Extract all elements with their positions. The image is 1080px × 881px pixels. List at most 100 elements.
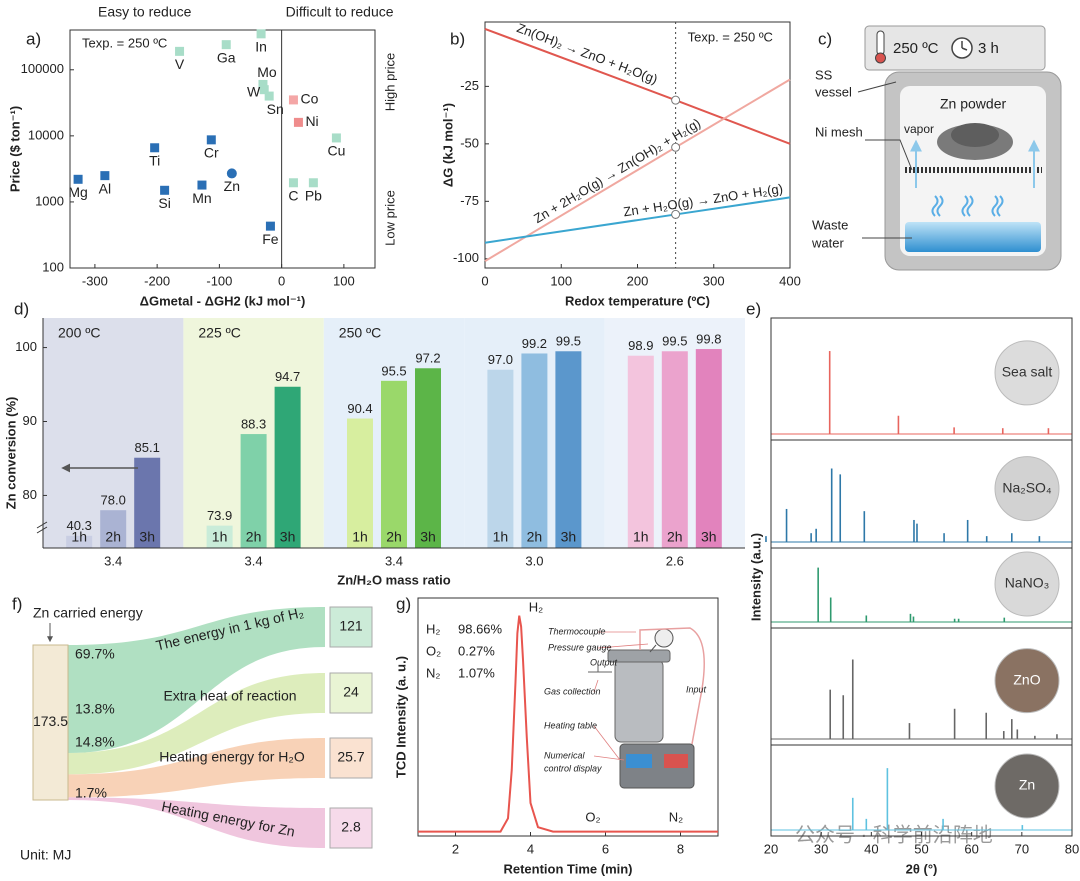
x-axis-label: Retention Time (min) xyxy=(503,861,632,876)
x-tick-label: -300 xyxy=(82,273,108,288)
value-label: 99.5 xyxy=(556,334,581,349)
annotation: Difficult to reduce xyxy=(286,4,394,20)
point-label: C xyxy=(288,187,298,203)
x-tick-label: 40 xyxy=(864,841,878,856)
x-tick-label: -100 xyxy=(206,273,232,288)
unit-label: Unit: MJ xyxy=(20,847,71,863)
value-label: 94.7 xyxy=(275,369,300,384)
point-label: Ga xyxy=(217,49,236,65)
vessel-label: SS xyxy=(815,67,833,82)
bar-label: 2h xyxy=(667,529,683,545)
x-tick-label: -200 xyxy=(144,273,170,288)
point-label: Cu xyxy=(327,143,345,159)
y-axis-label: Zn conversion (%) xyxy=(3,397,18,510)
bar xyxy=(66,535,93,548)
zn-powder xyxy=(951,123,999,147)
y-tick-label: -100 xyxy=(453,250,479,265)
clock-hands xyxy=(961,41,968,51)
bar-label: 3h xyxy=(280,529,296,545)
reactor-label: Pressure gauge xyxy=(548,642,612,652)
value-box xyxy=(329,807,373,849)
point-label: Al xyxy=(99,180,111,196)
x-tick-label: 0 xyxy=(481,273,488,288)
peak-label: H₂ xyxy=(529,599,543,614)
sample-image xyxy=(994,340,1060,406)
x-tick-label: 300 xyxy=(703,273,725,288)
bar-label: 3h xyxy=(139,529,155,545)
sample-image xyxy=(994,551,1060,617)
x-tick-label: 3.4 xyxy=(245,553,263,568)
x-tick-label: 70 xyxy=(1015,841,1029,856)
y-tick-label: -75 xyxy=(460,193,479,208)
vapor-wave xyxy=(931,195,1004,217)
reactor-label: Thermocouple xyxy=(548,626,606,636)
bar-label: 1h xyxy=(352,529,368,545)
bar xyxy=(240,434,267,548)
point-label: W xyxy=(247,83,261,99)
point xyxy=(100,171,110,181)
gauge-stem xyxy=(649,644,657,653)
value-label: 99.2 xyxy=(522,336,547,351)
thermometer-bulb xyxy=(875,52,886,64)
x-tick-label: 50 xyxy=(914,841,928,856)
x-tick-label: 100 xyxy=(550,273,572,288)
point xyxy=(256,29,266,39)
point-label: Pb xyxy=(305,187,322,203)
pointer xyxy=(593,725,621,761)
temperature-label: 200 ºC xyxy=(58,325,100,341)
point xyxy=(175,46,185,56)
reactor-label: Gas collection xyxy=(544,686,601,696)
reactor-label: Numerical xyxy=(544,750,586,760)
temperature-label: 250 ºC xyxy=(339,325,381,341)
series-label: Zn + H₂O(g) → ZnO + H₂(g) xyxy=(622,181,784,219)
point-label: Si xyxy=(158,195,170,211)
flow-label: Heating energy for H₂O xyxy=(159,749,305,765)
temperature: 250 ºC xyxy=(893,40,939,57)
thermometer xyxy=(876,30,885,56)
panel-label: d) xyxy=(14,299,29,318)
x-axis-label: 2θ (°) xyxy=(906,861,938,876)
annotation: Low price xyxy=(382,190,397,246)
control-display xyxy=(626,754,652,768)
pointer xyxy=(593,679,599,693)
x-tick-label: 2.6 xyxy=(666,553,684,568)
value-label: 98.9 xyxy=(628,338,653,353)
bar-label: 3h xyxy=(561,529,577,545)
series-line xyxy=(484,78,791,262)
annotation: Easy to reduce xyxy=(98,4,192,20)
point-label: Ti xyxy=(149,152,160,168)
point xyxy=(73,174,83,184)
point xyxy=(259,85,269,95)
reactor-label: Input xyxy=(686,684,707,694)
point xyxy=(265,221,275,231)
x-tick-label: 4 xyxy=(527,841,534,856)
legend-label: Zn xyxy=(1019,777,1035,793)
point xyxy=(206,135,216,145)
pointer xyxy=(865,139,913,171)
bar xyxy=(695,349,722,548)
bar xyxy=(206,525,233,548)
point xyxy=(288,178,298,188)
tubing xyxy=(639,627,705,745)
flow-label: Extra heat of reaction xyxy=(163,688,296,704)
point xyxy=(293,117,303,127)
value-label: 78.0 xyxy=(101,493,126,508)
x-tick-label: 6 xyxy=(602,841,609,856)
plot-frame xyxy=(417,597,719,837)
legend-label: ZnO xyxy=(1013,671,1040,687)
y-tick-label: 100 xyxy=(42,259,64,274)
bar-label: 3h xyxy=(420,529,436,545)
pointer xyxy=(593,755,625,761)
point-label: V xyxy=(175,56,185,72)
y-tick-label: 100 xyxy=(15,339,37,354)
bar-label: 1h xyxy=(493,529,509,545)
value-label: 40.3 xyxy=(67,518,92,533)
reactor-label: Output xyxy=(590,657,618,667)
composition-name: O₂ xyxy=(426,643,441,658)
panel-label: f) xyxy=(12,594,22,613)
point-label: Cr xyxy=(204,145,219,161)
reactor-label: Heating table xyxy=(544,720,597,730)
flow-ribbon xyxy=(68,607,325,754)
x-tick-label: 100 xyxy=(333,273,355,288)
